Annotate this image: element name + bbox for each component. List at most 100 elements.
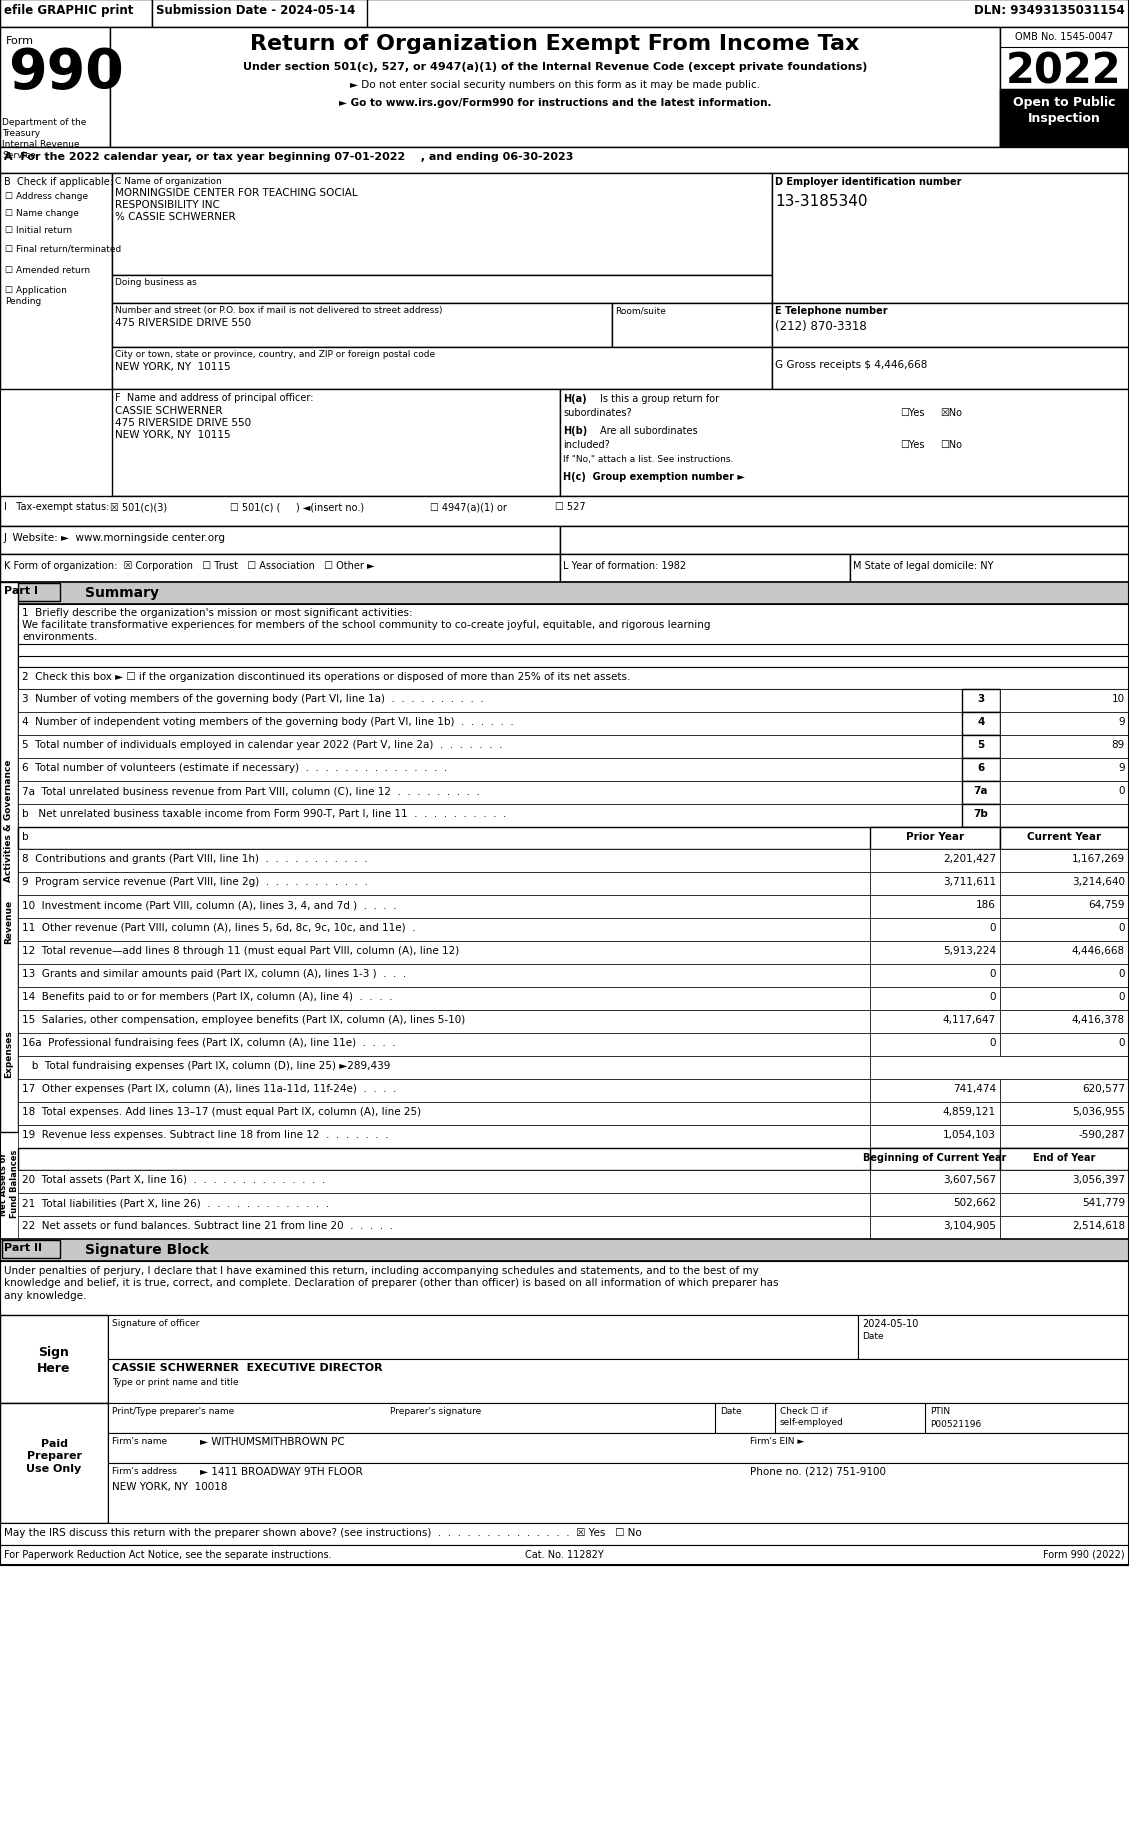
Bar <box>0 1545 1129 1565</box>
Text: 0: 0 <box>1119 1038 1124 1047</box>
Text: 19  Revenue less expenses. Subtract line 18 from line 12  .  .  .  .  .  .  .: 19 Revenue less expenses. Subtract line … <box>21 1129 388 1140</box>
Text: 13  Grants and similar amounts paid (Part IX, column (A), lines 1-3 )  .  .  .: 13 Grants and similar amounts paid (Part… <box>21 968 406 979</box>
Bar <box>870 988 1000 1010</box>
Text: Paid
Preparer
Use Only: Paid Preparer Use Only <box>26 1438 81 1473</box>
Text: 3,711,611: 3,711,611 <box>943 877 996 886</box>
Text: Department of the
Treasury
Internal Revenue
Service: Department of the Treasury Internal Reve… <box>2 117 87 161</box>
Text: Part I: Part I <box>5 586 38 597</box>
Text: Firm's EIN ►: Firm's EIN ► <box>750 1437 804 1446</box>
Text: May the IRS discuss this return with the preparer shown above? (see instructions: May the IRS discuss this return with the… <box>5 1528 641 1537</box>
Bar <box>1000 805 1129 827</box>
Text: A  For the 2022 calendar year, or tax year beginning 07-01-2022    , and ending : A For the 2022 calendar year, or tax yea… <box>5 152 574 161</box>
Text: ► Do not enter social security numbers on this form as it may be made public.: ► Do not enter social security numbers o… <box>350 81 760 90</box>
Text: ☐ Name change: ☐ Name change <box>5 209 79 218</box>
Bar <box>560 554 850 582</box>
Text: Check ☐ if
self-employed: Check ☐ if self-employed <box>780 1405 843 1426</box>
Bar <box>18 1171 870 1193</box>
Text: 3,056,397: 3,056,397 <box>1073 1175 1124 1184</box>
Bar <box>1000 873 1129 895</box>
Bar <box>18 988 870 1010</box>
Text: 4: 4 <box>978 717 984 727</box>
Bar <box>1000 781 1129 805</box>
Bar <box>2 1241 60 1259</box>
Text: 0: 0 <box>989 1038 996 1047</box>
Bar <box>18 849 870 873</box>
Text: NEW YORK, NY  10018: NEW YORK, NY 10018 <box>112 1480 228 1491</box>
Text: 7b: 7b <box>973 809 988 818</box>
Text: We facilitate transformative experiences for members of the school community to : We facilitate transformative experiences… <box>21 620 710 630</box>
Text: 2022: 2022 <box>1006 49 1122 92</box>
Bar <box>870 1125 1000 1149</box>
Text: 20  Total assets (Part X, line 16)  .  .  .  .  .  .  .  .  .  .  .  .  .  .: 20 Total assets (Part X, line 16) . . . … <box>21 1175 325 1184</box>
Text: Form 990 (2022): Form 990 (2022) <box>1043 1550 1124 1559</box>
Text: ☐ 501(c) (     ) ◄(insert no.): ☐ 501(c) ( ) ◄(insert no.) <box>230 501 365 512</box>
Text: 0: 0 <box>1119 785 1124 796</box>
Text: ► WITHUMSMITHBROWN PC: ► WITHUMSMITHBROWN PC <box>200 1437 344 1446</box>
Text: 1,167,269: 1,167,269 <box>1071 853 1124 864</box>
Text: Under section 501(c), 527, or 4947(a)(1) of the Internal Revenue Code (except pr: Under section 501(c), 527, or 4947(a)(1)… <box>243 62 867 71</box>
Text: Room/suite: Room/suite <box>615 306 666 315</box>
Bar <box>108 1360 1129 1404</box>
Bar <box>152 0 367 27</box>
Text: 0: 0 <box>1119 992 1124 1001</box>
Text: 3,607,567: 3,607,567 <box>943 1175 996 1184</box>
Text: 7a: 7a <box>973 785 988 796</box>
Bar <box>560 390 1129 496</box>
Text: Signature Block: Signature Block <box>85 1243 209 1257</box>
Bar <box>0 148 1129 174</box>
Text: Summary: Summary <box>85 586 159 600</box>
Text: ☐Yes: ☐Yes <box>900 439 925 450</box>
Bar <box>18 919 870 941</box>
Bar <box>850 554 1129 582</box>
Text: 0: 0 <box>989 968 996 979</box>
Bar <box>1000 1149 1129 1171</box>
Text: H(c)  Group exemption number ►: H(c) Group exemption number ► <box>563 472 745 481</box>
Bar <box>1000 964 1129 988</box>
Text: If "No," attach a list. See instructions.: If "No," attach a list. See instructions… <box>563 454 734 463</box>
Bar <box>0 174 112 390</box>
Text: 502,662: 502,662 <box>953 1197 996 1208</box>
Bar <box>870 849 1000 873</box>
Text: K Form of organization:  ☒ Corporation   ☐ Trust   ☐ Association   ☐ Other ►: K Form of organization: ☒ Corporation ☐ … <box>5 560 375 571</box>
Text: 2  Check this box ► ☐ if the organization discontinued its operations or dispose: 2 Check this box ► ☐ if the organization… <box>21 672 630 681</box>
Bar <box>18 1149 1129 1171</box>
Bar <box>18 668 1129 690</box>
Text: 3,104,905: 3,104,905 <box>943 1221 996 1230</box>
Bar <box>0 1316 108 1404</box>
Text: Are all subordinates: Are all subordinates <box>599 426 698 436</box>
Text: 10  Investment income (Part VIII, column (A), lines 3, 4, and 7d )  .  .  .  .: 10 Investment income (Part VIII, column … <box>21 900 396 910</box>
Bar <box>110 27 1000 148</box>
Text: Submission Date - 2024-05-14: Submission Date - 2024-05-14 <box>156 4 356 16</box>
Bar <box>1000 1010 1129 1034</box>
Text: ► 1411 BROADWAY 9TH FLOOR: ► 1411 BROADWAY 9TH FLOOR <box>200 1466 362 1477</box>
Text: 4,117,647: 4,117,647 <box>943 1014 996 1025</box>
Text: 8  Contributions and grants (Part VIII, line 1h)  .  .  .  .  .  .  .  .  .  .  : 8 Contributions and grants (Part VIII, l… <box>21 853 368 864</box>
Text: B  Check if applicable:: B Check if applicable: <box>5 178 113 187</box>
Text: 541,779: 541,779 <box>1082 1197 1124 1208</box>
Text: 186: 186 <box>977 900 996 910</box>
Text: Under penalties of perjury, I declare that I have examined this return, includin: Under penalties of perjury, I declare th… <box>5 1265 779 1299</box>
Text: 990: 990 <box>8 46 124 101</box>
Text: b   Net unrelated business taxable income from Form 990-T, Part I, line 11  .  .: b Net unrelated business taxable income … <box>21 809 507 818</box>
Text: ► Go to www.irs.gov/Form990 for instructions and the latest information.: ► Go to www.irs.gov/Form990 for instruct… <box>339 99 771 108</box>
Bar <box>0 582 1129 604</box>
Bar <box>18 941 870 964</box>
Bar <box>18 1080 870 1102</box>
Bar <box>0 582 18 1133</box>
Bar <box>1000 919 1129 941</box>
Bar <box>1000 941 1129 964</box>
Bar <box>870 1010 1000 1034</box>
Text: 10: 10 <box>1112 694 1124 703</box>
Text: 0: 0 <box>1119 968 1124 979</box>
Bar <box>858 1316 1129 1360</box>
Text: ☐ Address change: ☐ Address change <box>5 192 88 201</box>
Text: Signature of officer: Signature of officer <box>112 1318 200 1327</box>
Text: ☐ 4947(a)(1) or: ☐ 4947(a)(1) or <box>430 501 507 512</box>
Bar <box>772 304 1129 348</box>
Text: 2,201,427: 2,201,427 <box>943 853 996 864</box>
Bar <box>870 873 1000 895</box>
Bar <box>108 1433 1129 1464</box>
Bar <box>1000 988 1129 1010</box>
Text: ☐ 527: ☐ 527 <box>555 501 586 512</box>
Bar <box>870 919 1000 941</box>
